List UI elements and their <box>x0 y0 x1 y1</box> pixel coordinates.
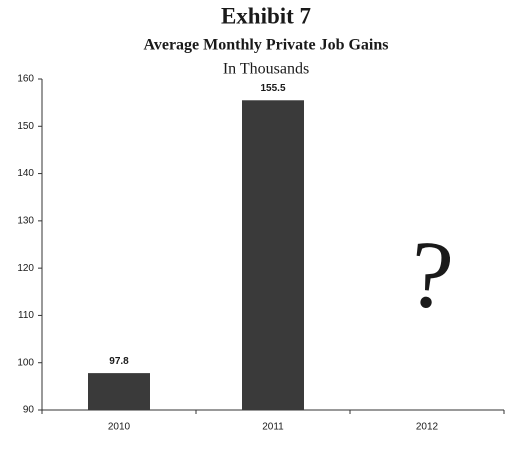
annotation: ? <box>404 219 458 330</box>
value-label: 155.5 <box>260 83 285 94</box>
x-tick-label: 2012 <box>416 422 439 433</box>
y-tick-label: 120 <box>17 263 34 274</box>
y-tick-label: 140 <box>17 168 34 179</box>
bar <box>88 373 150 410</box>
x-tick-label: 2010 <box>108 422 131 433</box>
chart-subtitle: Average Monthly Private Job Gains <box>143 37 388 54</box>
bar <box>242 100 304 411</box>
y-tick-label: 90 <box>23 405 35 416</box>
y-tick-label: 130 <box>17 215 34 226</box>
x-tick-label: 2011 <box>262 422 284 433</box>
unit-label: In Thousands <box>223 61 309 78</box>
y-tick-label: 160 <box>17 74 34 85</box>
chart-title: Exhibit 7 <box>221 3 311 28</box>
value-label: 97.8 <box>109 356 129 367</box>
y-tick-label: 150 <box>17 121 34 132</box>
y-tick-label: 110 <box>18 310 34 321</box>
y-tick-label: 100 <box>17 357 34 368</box>
